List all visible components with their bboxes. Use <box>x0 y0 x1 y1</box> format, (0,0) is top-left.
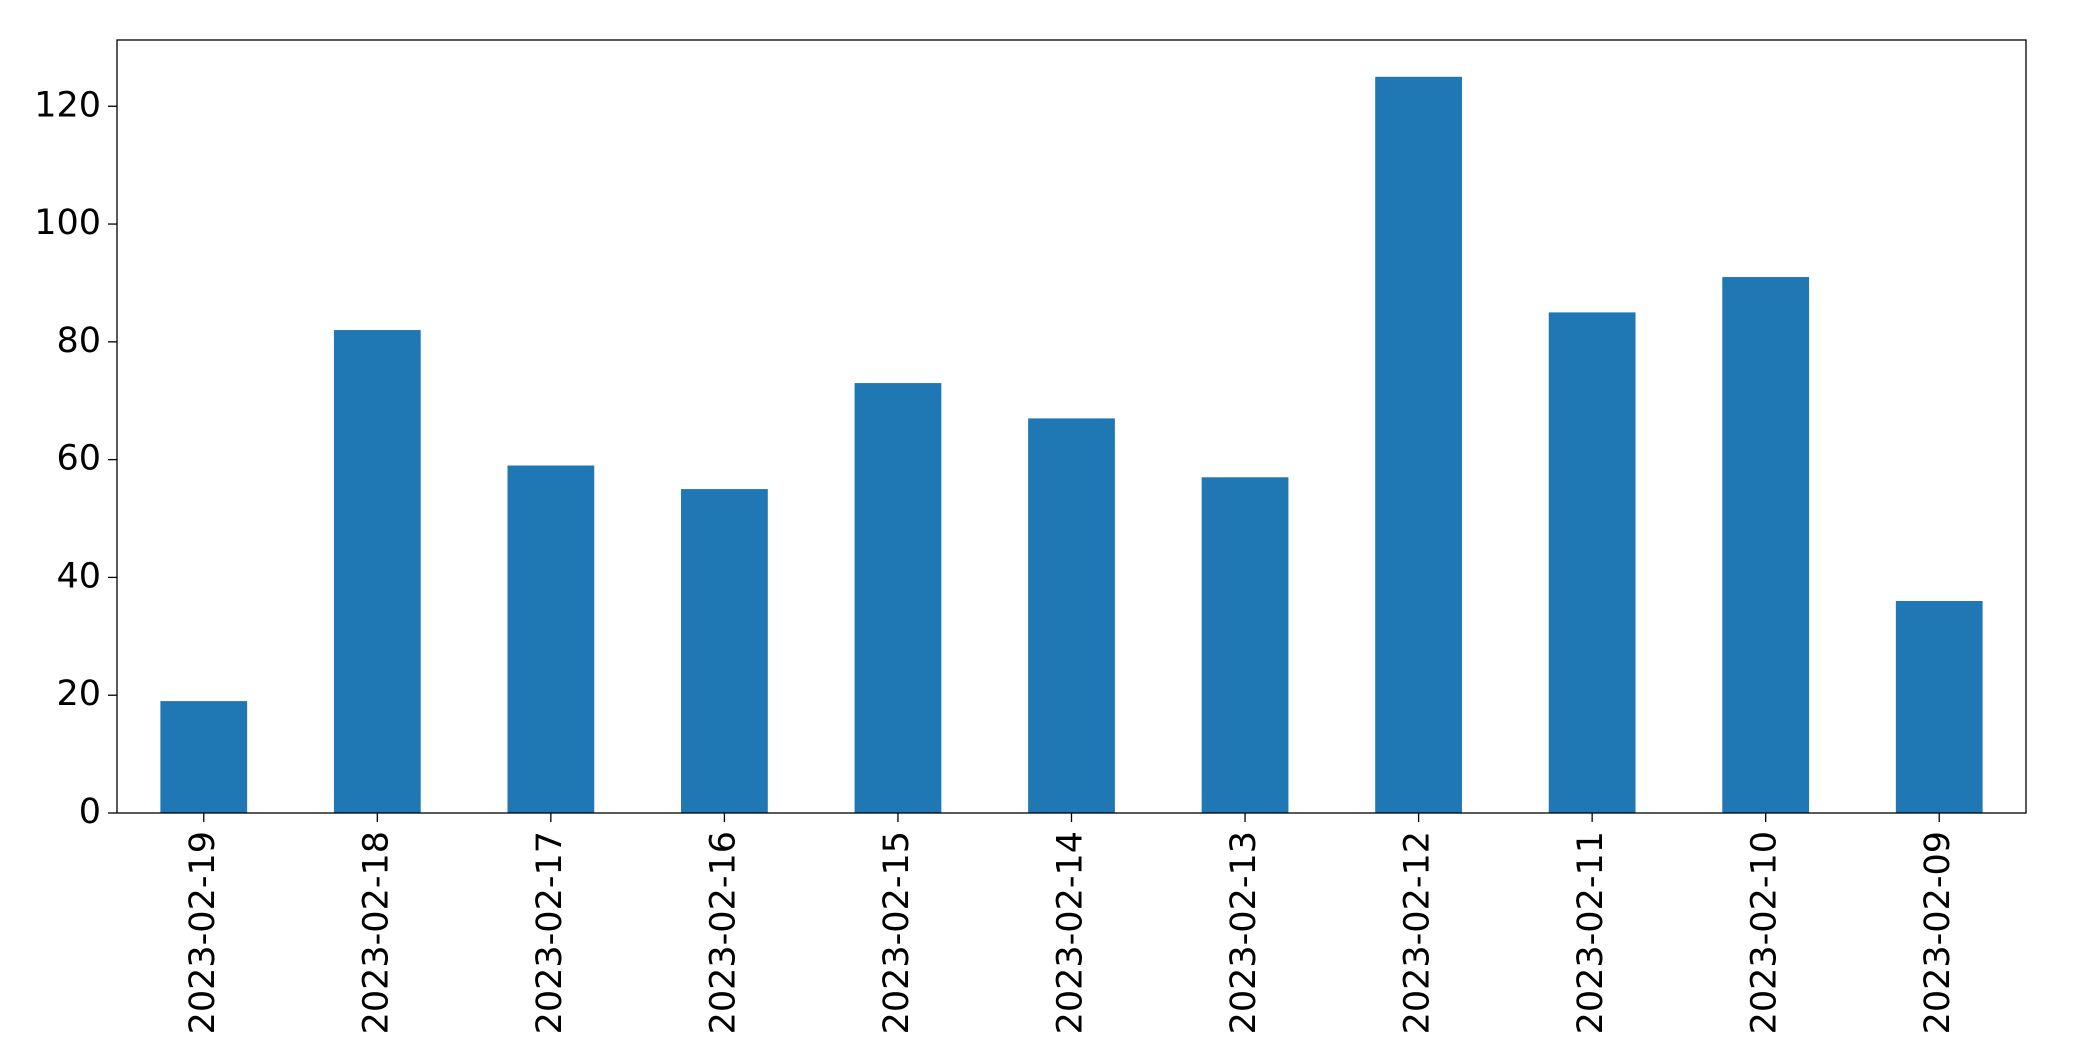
bar <box>1028 418 1115 813</box>
bar <box>681 489 768 813</box>
x-tick-label: 2023-02-19 <box>183 831 223 1034</box>
plot-frame <box>116 39 2027 814</box>
bar <box>1375 76 1462 814</box>
x-tick-label: 2023-02-17 <box>530 831 570 1034</box>
bar <box>1201 477 1289 813</box>
bar <box>1722 277 1810 813</box>
x-tick-label: 2023-02-13 <box>1224 831 1264 1034</box>
y-tick-label: 20 <box>56 674 101 714</box>
bar <box>1895 600 1983 813</box>
bar <box>1548 312 1636 813</box>
bar <box>507 465 595 813</box>
x-tick-label: 2023-02-18 <box>356 831 396 1034</box>
y-tick-label: 100 <box>34 203 101 243</box>
y-tick-label: 80 <box>56 321 101 361</box>
x-tick-label: 2023-02-12 <box>1398 831 1438 1034</box>
x-tick-label: 2023-02-10 <box>1745 831 1785 1034</box>
bar <box>854 383 942 813</box>
y-tick-label: 60 <box>56 439 101 479</box>
x-tick-label: 2023-02-09 <box>1918 831 1958 1034</box>
x-tick-label: 2023-02-11 <box>1571 831 1611 1034</box>
x-tick-label: 2023-02-15 <box>877 831 917 1034</box>
x-tick-label: 2023-02-14 <box>1051 831 1091 1034</box>
y-tick-label: 40 <box>56 556 101 596</box>
bar <box>333 330 421 813</box>
y-tick-label: 120 <box>34 85 101 125</box>
x-tick-label: 2023-02-16 <box>703 831 743 1034</box>
y-tick-label: 0 <box>79 792 101 832</box>
bar <box>160 701 248 813</box>
